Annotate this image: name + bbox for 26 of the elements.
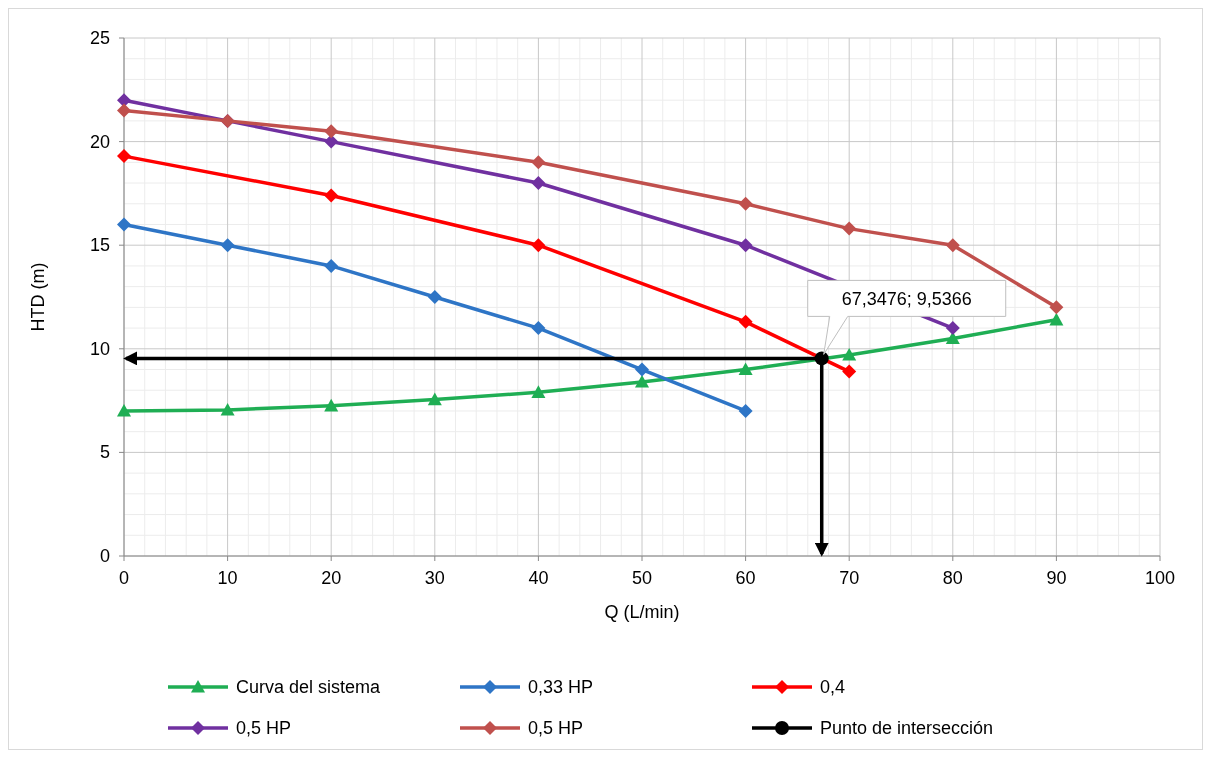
legend-label: Curva del sistema	[236, 677, 382, 697]
y-axis-title: HTD (m)	[28, 262, 48, 332]
y-tick-label: 10	[89, 338, 110, 359]
x-tick-label: 10	[217, 568, 238, 588]
x-tick-label: 70	[839, 568, 860, 588]
y-tick-label: 25	[89, 28, 110, 48]
legend-label: 0,5 HP	[528, 718, 584, 738]
x-axis-title: Q (L/min)	[604, 602, 680, 622]
x-tick-label: 60	[735, 568, 756, 588]
y-tick-label: 5	[99, 442, 110, 463]
legend-label: Punto de intersección	[820, 718, 994, 738]
annotation: 67,3476; 9,5366	[841, 289, 972, 310]
x-tick-label: 40	[528, 568, 549, 588]
legend-label: 0,5 HP	[236, 718, 292, 738]
y-tick-label: 20	[89, 131, 110, 152]
x-tick-label: 0	[118, 568, 130, 588]
x-tick-label: 90	[1046, 568, 1067, 588]
x-tick-label: 30	[424, 568, 445, 588]
x-tick-label: 20	[321, 568, 342, 588]
legend-label: 0,33 HP	[528, 677, 594, 697]
x-tick-label: 100	[1144, 568, 1176, 588]
x-tick-label: 50	[631, 568, 653, 588]
y-tick-label: 15	[89, 235, 110, 256]
legend-label: 0,4	[820, 677, 846, 697]
x-tick-label: 80	[942, 568, 963, 588]
y-tick-label: 0	[99, 546, 110, 566]
